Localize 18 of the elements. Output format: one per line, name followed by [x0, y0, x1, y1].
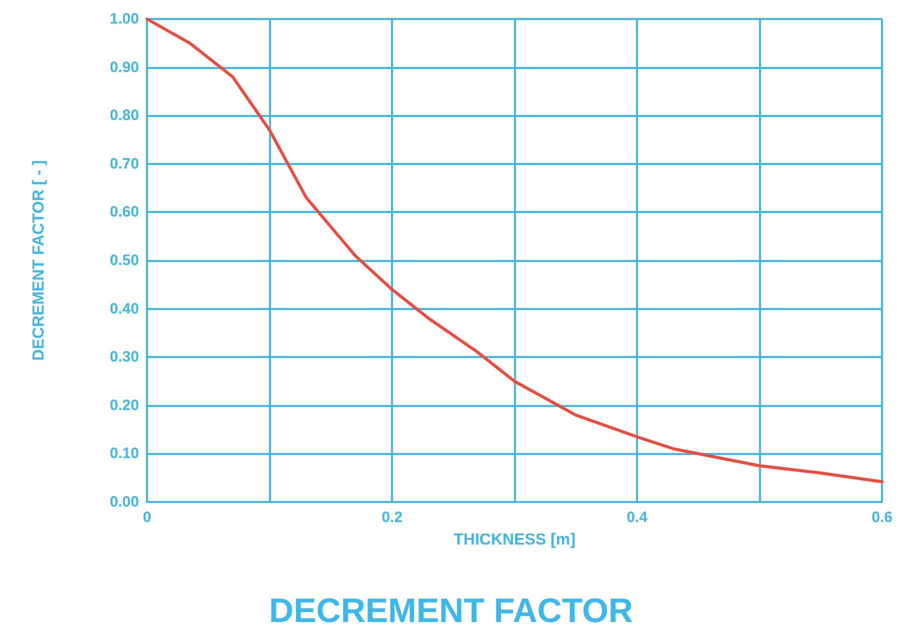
y-tick-label: 0.80: [110, 107, 139, 124]
y-tick-label: 0.90: [110, 58, 139, 76]
x-tick-label: 0.4: [626, 509, 648, 526]
x-tick-label: 0: [142, 509, 152, 526]
y-tick-label: 0.10: [110, 445, 139, 462]
y-axis-title: DECREMENT FACTOR [ - ]: [30, 160, 48, 361]
y-tick-label: 0.50: [110, 252, 139, 269]
x-axis-title: THICKNESS [m]: [454, 532, 576, 548]
y-tick-label: 1.00: [110, 10, 139, 28]
x-tick-label: 0.6: [872, 509, 892, 526]
y-tick-label: 0.20: [110, 396, 139, 414]
text: DECREMENT FACTOR: [269, 592, 633, 630]
y-tick-label: 0.60: [110, 204, 139, 221]
y-tick-label: 0.00: [110, 494, 139, 510]
y-tick-label: 0.40: [110, 300, 139, 318]
y-tick-label: 0.30: [110, 348, 139, 366]
x-tick-label: 0.2: [382, 509, 402, 526]
y-tick-label: 0.70: [110, 155, 139, 172]
